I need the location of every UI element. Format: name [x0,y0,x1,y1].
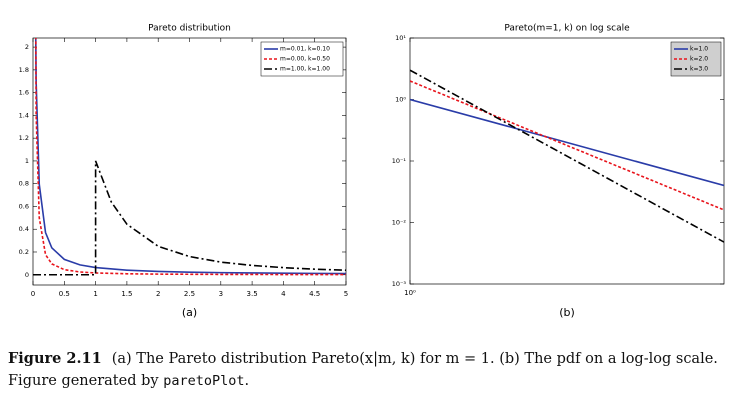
x-tick-label: 3.5 [247,290,258,298]
legend-label: m=1.00, k=1.00 [280,66,330,73]
y-tick-label: 1.2 [19,134,29,142]
caption-label: Figure 2.11 [8,350,102,367]
y-tick-label: 2 [25,43,29,51]
panel-label: (a) [182,306,197,319]
y-tick-label: 1.4 [19,111,29,119]
caption-end: . [244,373,250,389]
x-tick-label: 2.5 [184,290,195,298]
series-line [410,98,724,187]
y-tick-label: 0 [25,271,29,279]
axes-box [409,37,725,285]
chart-title: Pareto(m=1, k) on log scale [504,24,630,34]
chart-title: Pareto distribution [148,24,231,34]
x-tick-label: 0.5 [59,290,70,298]
y-tick-label: 1.6 [19,89,29,97]
figure: Pareto distribution (a) 0 0.5 1 1.5 2 2.5 3 3.5 4 4… [19,24,725,319]
legend-label: k=3.0 [690,66,708,73]
caption: Figure 2.11 (a) The Pareto distribution P… [8,348,748,392]
y-tick-label: 10¹ [395,34,406,42]
y-tick-label: 10⁻¹ [392,157,407,165]
x-tick-label: 3 [219,290,223,298]
y-tick-label: 1 [25,157,29,165]
series-line [410,80,724,211]
series-line [34,38,346,275]
caption-code: paretoPlot [163,373,245,389]
axes-box [32,37,347,286]
x-tick-label: 0 [31,290,35,298]
y-tick-label: 1.8 [19,66,29,74]
y-tick-label: 10⁰ [395,96,406,104]
y-tick-label: 0.6 [19,202,29,210]
y-tick-label: 0.8 [19,180,29,188]
x-tick-label: 4 [281,290,286,298]
x-tick-label: 1.5 [121,290,132,298]
caption-text: (a) The Pareto distribution Pareto(x|m, … [8,351,718,389]
x-tick-label: 10⁰ [404,289,416,297]
panel-label: (b) [559,306,575,319]
legend-label: m=0.01, k=0.10 [280,46,330,53]
x-tick-label: 5 [344,290,348,298]
series-line [35,38,346,276]
y-tick-label: 10⁻³ [392,280,407,288]
series-line [33,160,346,276]
x-tick-label: 1 [93,290,97,298]
y-tick-label: 0.4 [19,225,29,233]
legend-label: m=0.00, k=0.50 [280,56,330,63]
legend-label: k=1.0 [690,46,708,53]
legend-label: k=2.0 [690,56,708,63]
y-tick-label: 0.2 [19,248,29,256]
x-tick-label: 4.5 [309,290,320,298]
series-line [410,69,724,243]
y-tick-label: 10⁻² [392,219,407,227]
x-tick-label: 2 [156,290,160,298]
